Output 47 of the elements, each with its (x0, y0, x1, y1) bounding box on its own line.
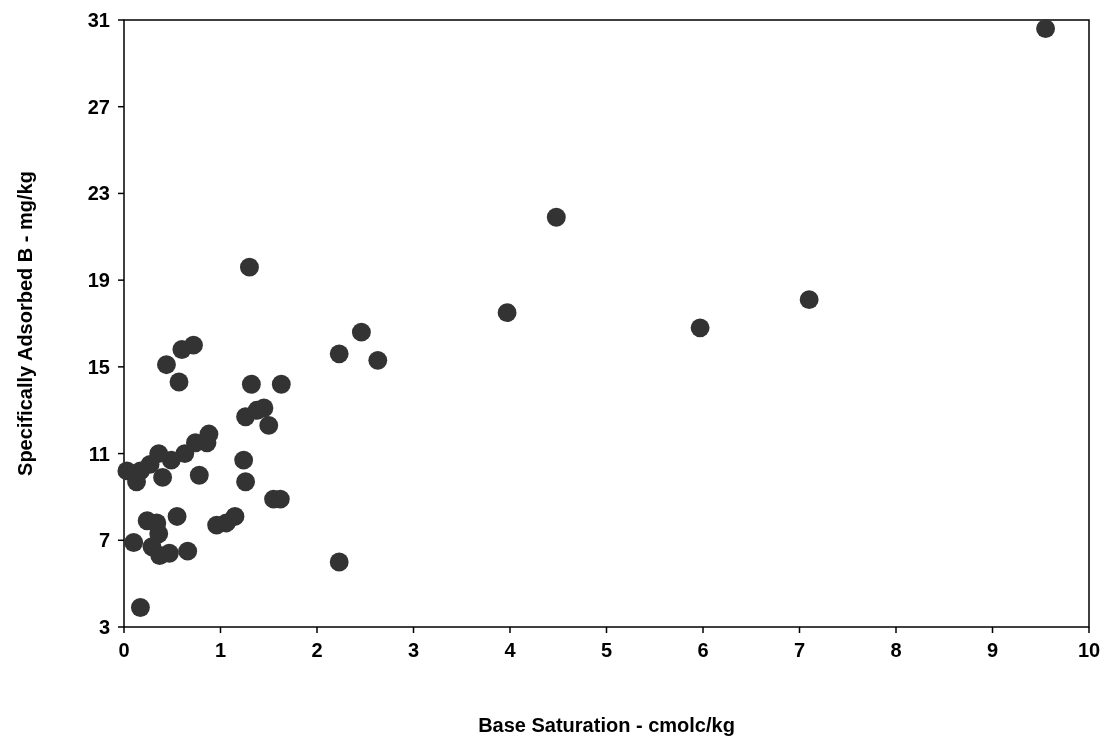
point (329, 552, 349, 572)
y-tick-label: 19 (87, 269, 110, 292)
point (159, 543, 179, 563)
point (167, 507, 187, 526)
y-axis-title: Specifically Adsorbed B - mg/kg (14, 171, 36, 476)
point (241, 374, 261, 394)
point (172, 340, 192, 359)
point (189, 465, 209, 485)
point (240, 257, 259, 277)
point (799, 290, 819, 310)
point (157, 355, 176, 375)
point (690, 318, 710, 338)
y-tick-label: 27 (87, 95, 110, 118)
x-tick-label: 6 (697, 639, 709, 661)
x-tick-label: 9 (986, 639, 999, 661)
point (351, 322, 371, 342)
x-tick-label: 2 (311, 639, 323, 661)
point (153, 468, 173, 487)
y-tick-label: 15 (87, 355, 110, 378)
x-tick-label: 4 (504, 639, 517, 661)
x-tick-label: 5 (600, 639, 613, 661)
x-tick-label: 1 (214, 639, 227, 661)
point (254, 398, 274, 418)
x-tick-label: 0 (118, 639, 130, 661)
x-tick-label: 3 (407, 639, 420, 661)
point (236, 472, 256, 492)
y-tick-label: 11 (88, 442, 110, 465)
x-tick-label: 8 (890, 639, 902, 661)
y-tick-label: 23 (87, 182, 110, 205)
point (178, 541, 198, 561)
point (546, 207, 566, 227)
y-tick-label: 3 (98, 616, 110, 638)
point (1036, 19, 1056, 39)
x-tick-label: 10 (1077, 639, 1101, 661)
point (368, 350, 388, 370)
point (130, 598, 150, 617)
point (169, 372, 189, 392)
point (329, 344, 349, 364)
y-tick-label: 7 (98, 529, 110, 552)
y-tick-label: 31 (87, 9, 110, 31)
point (497, 303, 517, 323)
point (124, 533, 144, 552)
point (259, 415, 279, 435)
point (234, 450, 254, 470)
point (271, 374, 291, 394)
x-axis-title: Base Saturation - cmolc/kg (478, 714, 735, 736)
x-tick-label: 7 (793, 639, 806, 661)
